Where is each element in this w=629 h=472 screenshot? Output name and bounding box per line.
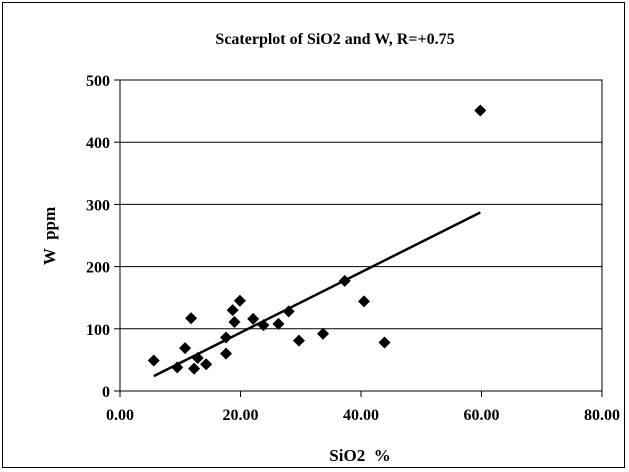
- chart-title: Scaterplot of SiO2 and W, R=+0.75: [215, 31, 454, 48]
- data-point-17: [292, 334, 305, 347]
- data-point-2: [171, 361, 184, 374]
- data-point-20: [358, 295, 371, 308]
- data-point-19: [338, 274, 351, 287]
- data-point-11: [228, 315, 241, 328]
- y-tick-label: 500: [86, 73, 110, 90]
- data-point-8: [220, 347, 233, 360]
- data-point-3: [179, 342, 192, 355]
- data-point-16: [282, 305, 295, 318]
- data-point-15: [272, 317, 285, 330]
- gridlines: [120, 141, 602, 330]
- data-point-9: [220, 331, 233, 344]
- y-tick-label: 300: [86, 197, 110, 214]
- x-tick-label: 60.00: [464, 407, 500, 424]
- data-point-21: [378, 336, 391, 349]
- x-axis-ticks: 0.00 20.00 40.00 60.00 80.00: [106, 391, 620, 424]
- x-axis-label: SiO2 %: [329, 446, 390, 465]
- data-point-1: [147, 354, 160, 367]
- data-point-14: [257, 319, 270, 332]
- x-tick-label: 20.00: [223, 407, 259, 424]
- y-tick-label: 100: [86, 322, 110, 339]
- x-tick-label: 0.00: [106, 407, 134, 424]
- trendline: [153, 211, 481, 378]
- y-tick-label: 200: [86, 260, 110, 277]
- x-tick-label: 80.00: [584, 407, 620, 424]
- y-axis-ticks: 0 100 200 300 400 500: [86, 73, 120, 401]
- data-point-13: [247, 312, 260, 325]
- data-point-5: [188, 362, 201, 375]
- x-tick-label: 40.00: [343, 407, 379, 424]
- data-points: [147, 104, 487, 375]
- y-tick-label: 0: [102, 384, 110, 401]
- plot-area: [119, 79, 603, 392]
- y-axis-label: W ppm: [40, 207, 59, 265]
- data-point-22: [474, 104, 487, 117]
- data-point-7: [200, 358, 213, 371]
- data-point-10: [226, 304, 239, 317]
- data-point-18: [317, 327, 330, 340]
- data-point-4: [185, 312, 198, 325]
- y-tick-label: 400: [86, 135, 110, 152]
- data-point-12: [233, 294, 246, 307]
- data-point-6: [191, 352, 204, 365]
